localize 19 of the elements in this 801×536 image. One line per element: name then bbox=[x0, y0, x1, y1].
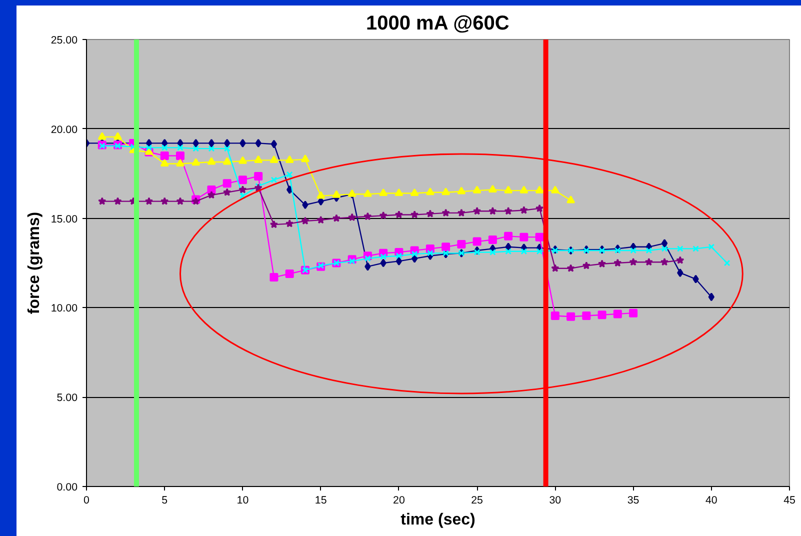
chart-title: 1000 mA @60C bbox=[366, 12, 510, 34]
y-tick-label: 10.00 bbox=[50, 302, 78, 315]
y-tick-label: 0.00 bbox=[56, 482, 78, 494]
x-tick-label: 15 bbox=[314, 494, 327, 506]
x-tick-label: 10 bbox=[236, 494, 249, 506]
x-tick-label: 35 bbox=[627, 494, 640, 506]
y-axis-title: force (grams) bbox=[26, 212, 43, 314]
x-tick-label: 30 bbox=[549, 494, 562, 506]
y-tick-label: 15.00 bbox=[50, 213, 78, 226]
x-tick-label: 20 bbox=[393, 494, 405, 506]
y-tick-label: 20.00 bbox=[50, 124, 78, 136]
x-tick-label: 25 bbox=[471, 494, 484, 506]
x-tick-label: 45 bbox=[784, 494, 796, 506]
y-tick-label: 5.00 bbox=[56, 392, 78, 404]
x-tick-label: 40 bbox=[705, 494, 718, 506]
y-tick-label: 25.00 bbox=[50, 34, 78, 46]
x-axis-title: time (sec) bbox=[400, 512, 476, 528]
x-tick-label: 0 bbox=[84, 494, 90, 506]
x-tick-label: 5 bbox=[162, 494, 168, 506]
